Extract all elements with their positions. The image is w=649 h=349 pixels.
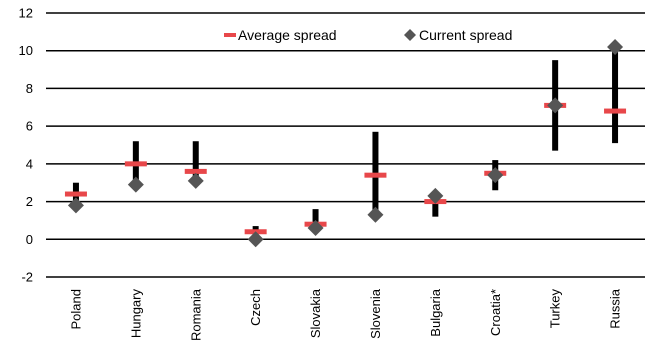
x-tick-label: Russia bbox=[608, 288, 623, 329]
current-spread-marker bbox=[67, 197, 84, 214]
y-tick-label: 4 bbox=[26, 156, 33, 171]
legend-current-spread-swatch bbox=[404, 29, 416, 41]
legend-current-spread-label: Current spread bbox=[419, 27, 512, 43]
current-spread-marker bbox=[247, 231, 264, 248]
current-spread-marker bbox=[367, 206, 384, 223]
x-tick-label: Slovakia bbox=[308, 288, 323, 338]
average-spread-marker bbox=[124, 161, 147, 167]
x-tick-label: Croatia* bbox=[488, 289, 503, 336]
x-tick-label: Turkey bbox=[548, 289, 563, 329]
x-tick-label: Romania bbox=[188, 288, 203, 341]
range-bar bbox=[192, 141, 199, 183]
average-spread-marker bbox=[184, 168, 207, 174]
legend: Average spread Current spread bbox=[224, 27, 512, 43]
current-spread-marker bbox=[307, 219, 324, 236]
y-tick-label: 6 bbox=[26, 119, 33, 134]
average-spread-marker bbox=[364, 172, 387, 178]
current-spread-marker bbox=[487, 167, 504, 184]
current-spread-marker bbox=[187, 172, 204, 189]
x-tick-label: Bulgaria bbox=[428, 288, 443, 336]
current-spread-marker bbox=[607, 38, 624, 55]
x-tick-label: Hungary bbox=[128, 289, 143, 339]
y-tick-label: 12 bbox=[19, 6, 33, 21]
range-bar bbox=[432, 192, 439, 217]
average-spread-markers bbox=[64, 102, 627, 235]
average-spread-marker bbox=[64, 191, 87, 197]
range-bar bbox=[312, 209, 319, 230]
y-tick-label: 8 bbox=[26, 81, 33, 96]
x-tick-label: Poland bbox=[68, 289, 83, 329]
current-spread-marker bbox=[127, 176, 144, 193]
range-bar bbox=[612, 45, 619, 144]
y-axis-ticks: -2 0 2 4 6 8 10 12 bbox=[19, 6, 33, 285]
y-tick-label: 10 bbox=[19, 43, 33, 58]
legend-average-spread-swatch bbox=[224, 33, 236, 37]
y-tick-label: -2 bbox=[21, 270, 33, 285]
legend-average-spread-label: Average spread bbox=[238, 27, 337, 43]
range-bars bbox=[72, 45, 619, 240]
current-spread-markers bbox=[67, 38, 624, 248]
y-tick-label: 0 bbox=[26, 232, 33, 247]
average-spread-marker bbox=[604, 108, 627, 114]
x-tick-label: Czech bbox=[248, 289, 263, 326]
x-axis-ticks: Poland Hungary Romania Czech Slovakia Sloveni… bbox=[68, 288, 622, 341]
current-spread-marker bbox=[547, 97, 564, 114]
y-tick-label: 2 bbox=[26, 194, 33, 209]
current-spread-marker bbox=[427, 187, 444, 204]
x-tick-label: Slovenia bbox=[368, 288, 383, 339]
